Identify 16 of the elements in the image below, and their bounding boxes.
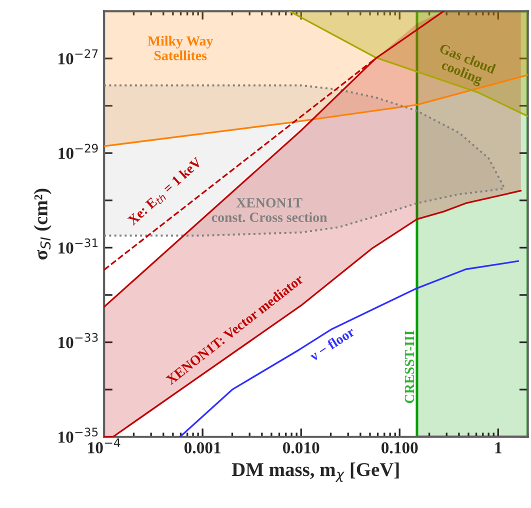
y-tick-label: 10$^{−29}$ <box>58 144 98 160</box>
x-tick-label: 1 <box>495 442 502 454</box>
x-tick-label: 0.001 <box>184 442 220 454</box>
text: Milky Way Satellites <box>148 36 214 60</box>
y-axis-title: σ$_{SI}$ (cm²) <box>34 188 52 260</box>
text: ν − floor <box>308 326 356 362</box>
y-tick-label: 10$^{−27}$ <box>58 49 98 64</box>
band-label: CRESST-III <box>404 330 414 404</box>
text: Xe: E$_{th}$ = 1 keV <box>126 156 204 228</box>
y-tick-label: 10$^{−33}$ <box>58 333 98 348</box>
y-tick-label: 10$^{−31}$ <box>58 238 98 254</box>
series-label: XENON1T const. Cross section <box>212 198 328 222</box>
x-tick-label: 0.010 <box>283 442 320 454</box>
x-tick-label: 0.100 <box>382 442 418 454</box>
x-axis-title: DM mass, m$_{χ}$ [GeV] <box>232 462 399 482</box>
text: Gas cloud cooling <box>438 43 497 88</box>
